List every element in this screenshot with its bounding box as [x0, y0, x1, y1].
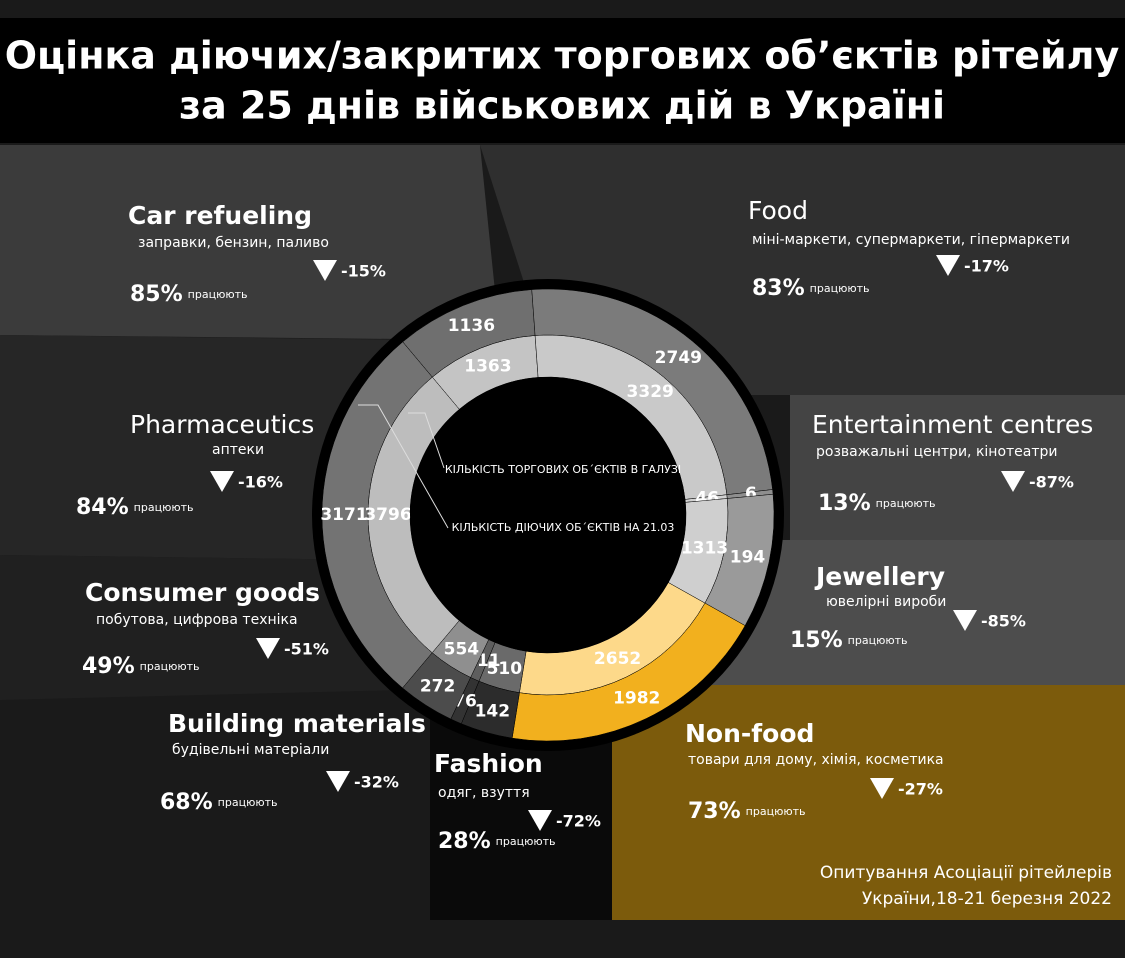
- down-triangle: [210, 471, 234, 492]
- panel: [612, 685, 1125, 920]
- value-label: 3329: [627, 382, 674, 402]
- working-unit: працюють: [746, 805, 806, 818]
- working-value: 28%: [438, 829, 491, 854]
- category-subtitle: міні-маркети, супермаркети, гіпермаркети: [752, 232, 1070, 248]
- outer-segment: [321, 341, 433, 689]
- down-triangle: [936, 255, 960, 276]
- working-value: 73%: [688, 799, 741, 824]
- down-triangle: [953, 610, 977, 631]
- source: Опитування Асоціації рітейлерів: [820, 863, 1112, 883]
- series-label: КІЛЬКІСТЬ ДІЮЧИХ ОБ´ЄКТІВ НА 21.03: [452, 521, 675, 534]
- panel: [0, 555, 400, 700]
- change-label: -16%: [238, 473, 283, 492]
- series-label: КІЛЬКІСТЬ ТОРГОВИХ ОБ´ЄКТІВ В ГАЛУЗІ: [445, 463, 681, 476]
- working-value: 84%: [76, 495, 129, 520]
- value-label: 142: [475, 701, 511, 721]
- panel: [0, 145, 500, 340]
- value-label: 3171: [320, 505, 367, 525]
- working-share: 49% працюють: [82, 654, 199, 679]
- value-label: 1982: [613, 689, 660, 709]
- working-share: 28% працюють: [438, 829, 555, 854]
- working-value: 83%: [752, 276, 805, 301]
- category-subtitle: товари для дому, хімія, косметика: [688, 752, 944, 768]
- category-subtitle: будівельні матеріали: [172, 742, 329, 758]
- pointer: [358, 404, 449, 529]
- working-share: 83% працюють: [752, 276, 869, 301]
- ring-hole: [410, 377, 686, 653]
- category-name: Pharmaceutics: [130, 410, 314, 439]
- category-name: Consumer goods: [85, 578, 320, 607]
- value-label: 3796: [364, 505, 411, 525]
- down-triangle: [870, 778, 894, 799]
- down-triangle: [313, 260, 337, 281]
- down-triangle: [326, 771, 350, 792]
- working-share: 85% працюють: [130, 282, 247, 307]
- working-value: 15%: [790, 628, 843, 653]
- category-subtitle: одяг, взуття: [438, 785, 530, 801]
- value-label: 1313: [681, 538, 728, 558]
- header: [0, 18, 1125, 143]
- change-label: -15%: [341, 262, 386, 281]
- value-label: 2652: [594, 649, 641, 669]
- working-unit: працюють: [848, 634, 908, 647]
- panel: [700, 540, 1125, 685]
- working-unit: працюють: [134, 501, 194, 514]
- change-label: -17%: [964, 257, 1009, 276]
- value-label: 510: [487, 659, 523, 679]
- value-label: 2749: [655, 348, 702, 368]
- working-unit: працюють: [188, 288, 248, 301]
- panel: [790, 395, 1125, 540]
- category-name: Car refueling: [128, 201, 312, 230]
- value-label: 194: [730, 547, 766, 567]
- working-value: 68%: [160, 790, 213, 815]
- value-label: 554: [444, 640, 480, 660]
- working-unit: працюють: [876, 497, 936, 510]
- working-share: 15% працюють: [790, 628, 907, 653]
- change-label: -51%: [284, 640, 329, 659]
- category-subtitle: ювелірні вироби: [826, 594, 946, 610]
- working-share: 73% працюють: [688, 799, 805, 824]
- category-name: Food: [748, 196, 808, 225]
- working-unit: працюють: [140, 660, 200, 673]
- value-label: 1136: [448, 316, 495, 336]
- value-label: 6: [745, 484, 757, 504]
- value-label: 1363: [464, 357, 511, 377]
- category-name: Building materials: [168, 709, 426, 738]
- down-triangle: [528, 810, 552, 831]
- change-label: -27%: [898, 780, 943, 799]
- working-unit: працюють: [496, 835, 556, 848]
- working-unit: працюють: [810, 282, 870, 295]
- working-share: 13% працюють: [818, 491, 935, 516]
- working-share: 84% працюють: [76, 495, 193, 520]
- category-name: Jewellery: [814, 562, 945, 591]
- working-value: 49%: [82, 654, 135, 679]
- working-share: 68% працюють: [160, 790, 277, 815]
- title: Оцінка діючих/закритих торгових об’єктів…: [5, 34, 1120, 78]
- category-name: Non-food: [685, 719, 814, 748]
- category-subtitle: аптеки: [212, 442, 264, 458]
- source: України,18-21 березня 2022: [862, 889, 1112, 909]
- working-value: 85%: [130, 282, 183, 307]
- working-unit: працюють: [218, 796, 278, 809]
- title: за 25 днів військових дій в Україні: [179, 84, 945, 128]
- working-value: 13%: [818, 491, 871, 516]
- category-subtitle: розважальні центри, кінотеатри: [816, 444, 1058, 460]
- down-triangle: [1001, 471, 1025, 492]
- category-subtitle: заправки, бензин, паливо: [138, 235, 329, 251]
- down-triangle: [256, 638, 280, 659]
- category-name: Fashion: [434, 749, 543, 778]
- pointer: [408, 412, 445, 469]
- change-label: -72%: [556, 812, 601, 831]
- change-label: -87%: [1029, 473, 1074, 492]
- change-label: -32%: [354, 773, 399, 792]
- category-subtitle: побутова, цифрова техніка: [96, 612, 298, 628]
- change-label: -85%: [981, 612, 1026, 631]
- category-name: Entertainment centres: [812, 410, 1093, 439]
- value-label: 272: [420, 677, 456, 697]
